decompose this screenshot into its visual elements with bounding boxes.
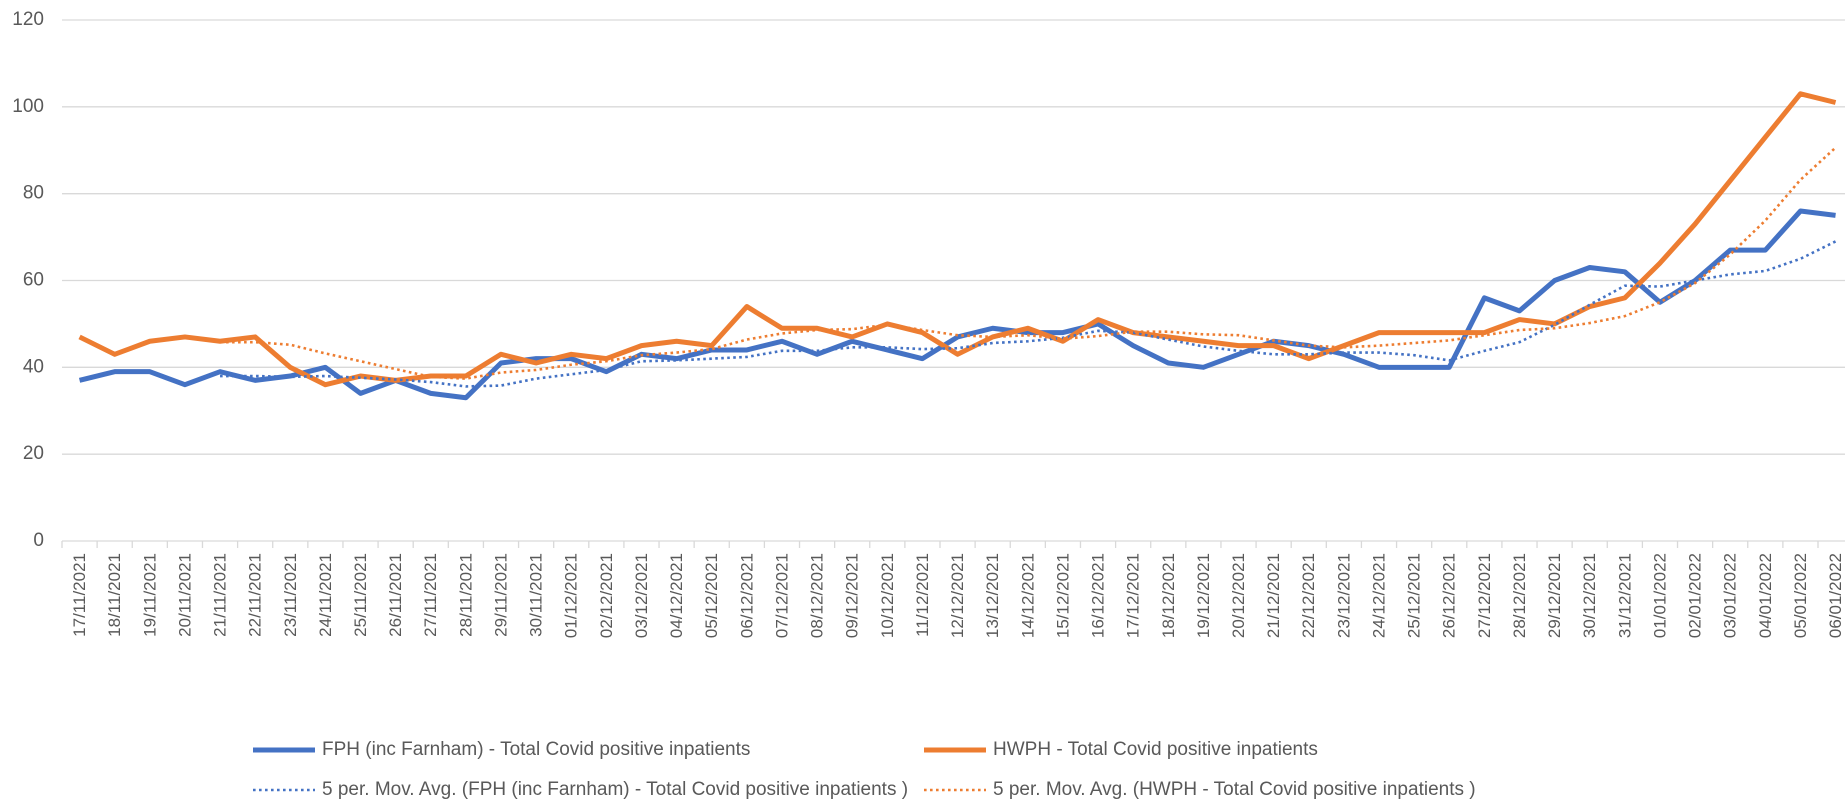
x-tick-label: 24/12/2021 <box>1369 553 1388 638</box>
y-tick-label: 60 <box>23 270 44 291</box>
y-tick-label: 100 <box>12 96 44 117</box>
series-line <box>78 91 1837 388</box>
x-tick-label: 19/11/2021 <box>140 553 159 637</box>
x-tick-label: 01/01/2022 <box>1650 553 1669 638</box>
y-tick-label: 40 <box>23 356 44 377</box>
x-tick-label: 23/12/2021 <box>1334 553 1353 638</box>
x-tick-label: 21/11/2021 <box>211 553 230 637</box>
x-tick-label: 25/12/2021 <box>1405 553 1424 638</box>
x-tick-label: 26/11/2021 <box>386 553 405 637</box>
x-tick-label: 06/12/2021 <box>737 553 756 638</box>
x-tick-label: 31/12/2021 <box>1615 553 1634 638</box>
x-tick-label: 14/12/2021 <box>1018 553 1037 638</box>
x-tick-label: 23/11/2021 <box>281 553 300 637</box>
legend-label: 5 per. Mov. Avg. (FPH (inc Farnham) - To… <box>322 779 908 800</box>
x-tick-label: 15/12/2021 <box>1053 553 1072 638</box>
y-tick-label: 20 <box>23 443 44 464</box>
x-tick-label: 09/12/2021 <box>843 553 862 638</box>
x-tick-label: 02/12/2021 <box>597 553 616 638</box>
x-tick-label: 07/12/2021 <box>772 553 791 638</box>
x-tick-label: 17/11/2021 <box>70 553 89 637</box>
x-tick-label: 28/11/2021 <box>456 553 475 637</box>
x-tick-label: 08/12/2021 <box>808 553 827 638</box>
x-tick-label: 27/11/2021 <box>421 553 440 637</box>
x-tick-label: 12/12/2021 <box>948 553 967 638</box>
x-tick-label: 02/01/2022 <box>1686 553 1705 638</box>
x-tick-label: 20/12/2021 <box>1229 553 1248 638</box>
x-tick-label: 30/12/2021 <box>1580 553 1599 638</box>
moving-average-line <box>220 240 1837 388</box>
x-tick-label: 13/12/2021 <box>983 553 1002 638</box>
x-tick-label: 22/11/2021 <box>246 553 265 637</box>
x-tick-label: 21/12/2021 <box>1264 553 1283 638</box>
x-tick-label: 17/12/2021 <box>1124 553 1143 638</box>
x-tick-label: 27/12/2021 <box>1475 553 1494 638</box>
x-tick-label: 26/12/2021 <box>1440 553 1459 638</box>
y-tick-label: 120 <box>12 9 44 30</box>
x-tick-label: 29/12/2021 <box>1545 553 1564 638</box>
x-tick-label: 16/12/2021 <box>1089 553 1108 638</box>
legend-label: HWPH - Total Covid positive inpatients <box>993 739 1318 760</box>
x-tick-label: 25/11/2021 <box>351 553 370 637</box>
x-tick-label: 10/12/2021 <box>878 553 897 638</box>
moving-average-line <box>220 146 1837 380</box>
y-tick-label: 0 <box>33 530 44 551</box>
x-tick-label: 03/12/2021 <box>632 553 651 638</box>
x-tick-label: 05/12/2021 <box>702 553 721 638</box>
x-tick-label: 06/01/2022 <box>1826 553 1845 638</box>
x-tick-label: 30/11/2021 <box>527 553 546 637</box>
x-tick-label: 05/01/2022 <box>1791 553 1810 638</box>
x-tick-label: 01/12/2021 <box>562 553 581 638</box>
legend-label: FPH (inc Farnham) - Total Covid positive… <box>322 739 750 760</box>
x-tick-label: 03/01/2022 <box>1721 553 1740 638</box>
x-tick-label: 04/01/2022 <box>1756 553 1775 638</box>
x-tick-label: 18/12/2021 <box>1159 553 1178 638</box>
x-tick-label: 29/11/2021 <box>491 553 510 637</box>
x-tick-label: 28/12/2021 <box>1510 553 1529 638</box>
x-tick-label: 18/11/2021 <box>105 553 124 637</box>
x-tick-label: 11/12/2021 <box>913 553 932 637</box>
x-tick-label: 20/11/2021 <box>175 553 194 637</box>
series-line <box>78 208 1836 401</box>
x-tick-label: 04/12/2021 <box>667 553 686 638</box>
x-tick-label: 22/12/2021 <box>1299 553 1318 638</box>
y-tick-label: 80 <box>23 183 44 204</box>
x-tick-label: 24/11/2021 <box>316 553 335 637</box>
x-tick-label: 19/12/2021 <box>1194 553 1213 638</box>
legend-label: 5 per. Mov. Avg. (HWPH - Total Covid pos… <box>993 779 1476 800</box>
